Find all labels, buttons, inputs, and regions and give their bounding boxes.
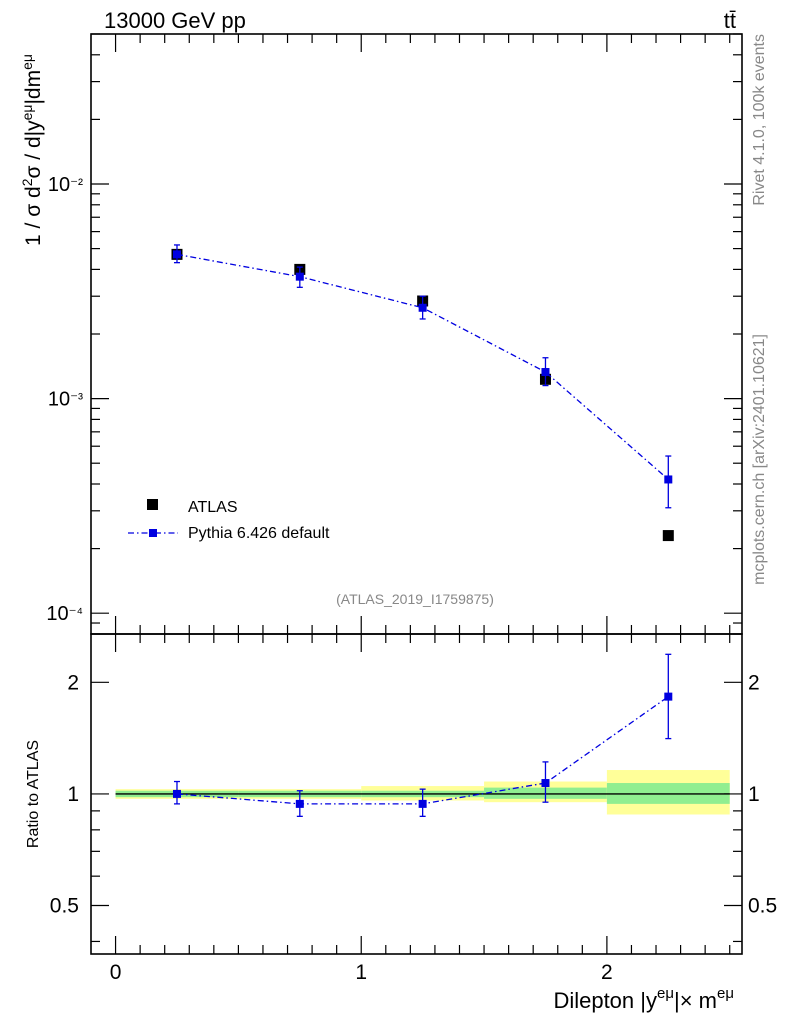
- x-tick-label: 1: [355, 961, 367, 984]
- ratio-y-tick-label-left: 1: [67, 783, 79, 806]
- ratio-data-point: [172, 789, 181, 798]
- pythia-data-point: [664, 475, 673, 484]
- ratio-data-point: [295, 799, 304, 808]
- rivet-version-label: Rivet 4.1.0, 100k events: [751, 34, 768, 206]
- legend-atlas-marker: [147, 499, 158, 510]
- energy-label: 13000 GeV pp: [104, 8, 246, 33]
- ratio-y-axis-title: Ratio to ATLAS: [25, 740, 42, 848]
- ratio-y-tick-label-right: 1: [748, 783, 760, 806]
- y-tick-label: 10⁻⁴: [46, 603, 83, 625]
- main-panel: 10⁻² 10⁻³ 10⁻⁴: [46, 33, 743, 635]
- legend-pythia-marker: [149, 529, 157, 537]
- process-label: tt̄: [724, 8, 736, 33]
- ratio-data-point: [418, 799, 427, 808]
- y-tick-label: 10⁻²: [48, 174, 83, 196]
- x-tick-label: 0: [110, 961, 122, 984]
- ratio-panel: 0 1 2 2 2 1 1 0.5 0.5: [50, 633, 777, 984]
- ratio-y-tick-label-right: 0.5: [748, 895, 777, 918]
- main-y-axis-title: 1 / σ d2σ / d|yeμ|dmeμ: [19, 54, 45, 246]
- x-tick-label: 2: [601, 961, 613, 984]
- pythia-data-point: [418, 303, 427, 312]
- pythia-data-point: [295, 272, 304, 281]
- x-axis-title: Dilepton |yeμ|× meμ: [553, 985, 734, 1013]
- pythia-data-point: [172, 250, 181, 259]
- ratio-data-point: [541, 779, 550, 788]
- ratio-data-point: [664, 692, 673, 701]
- main-frame: [90, 33, 743, 635]
- y-tick-label: 10⁻³: [48, 389, 83, 411]
- pythia-data-point: [541, 368, 550, 377]
- atlas-data-point: [662, 530, 674, 542]
- analysis-watermark: (ATLAS_2019_I1759875): [336, 591, 494, 607]
- legend-atlas-label: ATLAS: [188, 499, 238, 516]
- mcplots-label: mcplots.cern.ch [arXiv:2401.10621]: [751, 334, 768, 585]
- legend: ATLAS Pythia 6.426 default: [128, 499, 330, 542]
- ratio-y-tick-label-left: 0.5: [50, 895, 79, 918]
- legend-pythia-label: Pythia 6.426 default: [188, 525, 330, 542]
- ratio-y-tick-label-left: 2: [67, 671, 79, 694]
- ratio-y-tick-label-right: 2: [748, 671, 760, 694]
- pythia-line: [176, 253, 669, 480]
